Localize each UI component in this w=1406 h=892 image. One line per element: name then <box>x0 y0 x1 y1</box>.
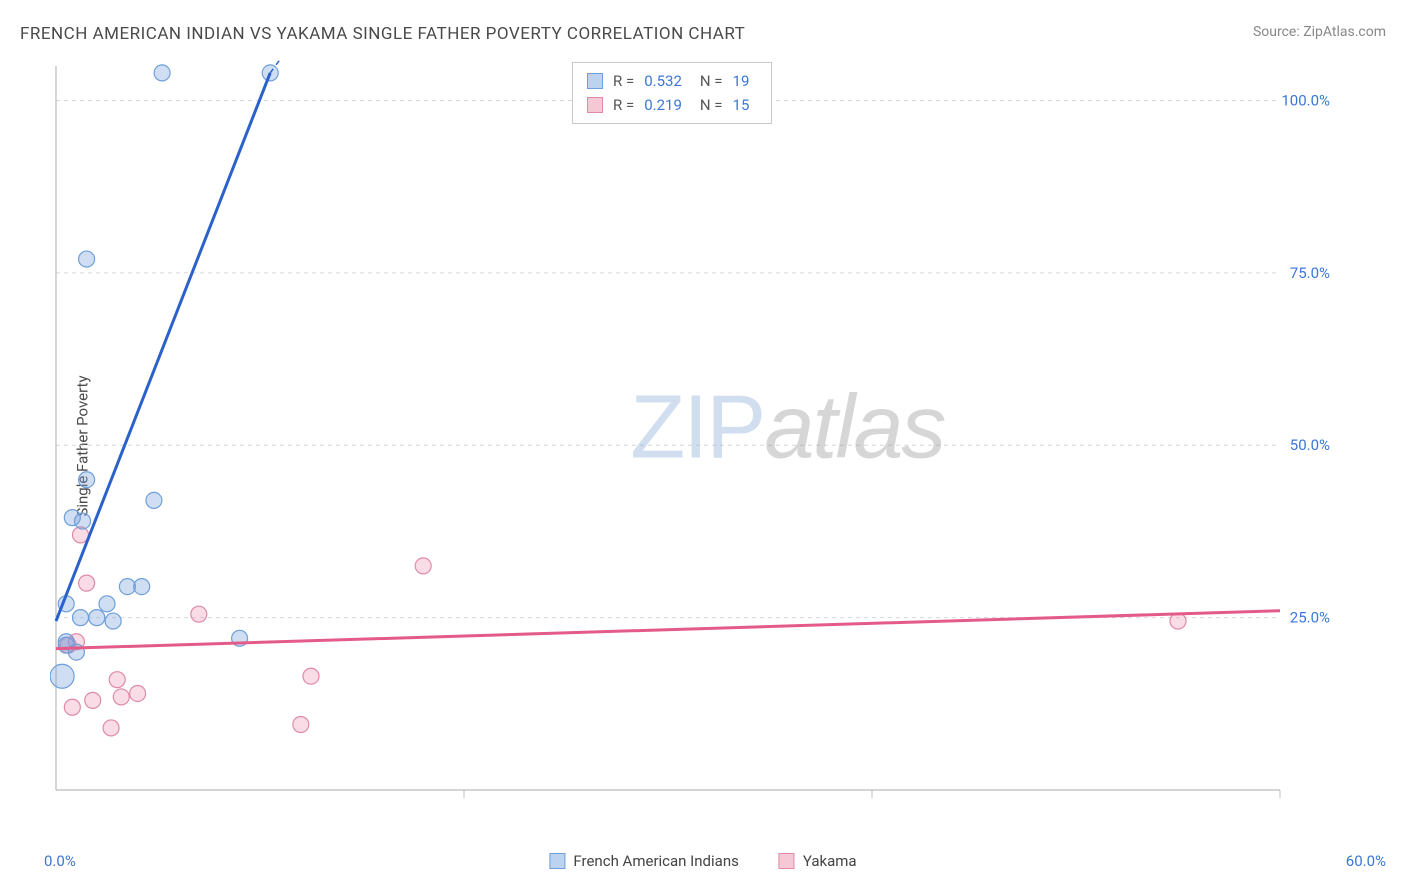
legend-label-series2: Yakama <box>803 852 857 870</box>
legend-label-series1: French American Indians <box>573 852 738 870</box>
n-value: 15 <box>733 96 750 114</box>
svg-text:100.0%: 100.0% <box>1281 91 1330 109</box>
plot-area: 25.0% 50.0% 75.0% 100.0% <box>50 60 1340 820</box>
stats-legend: R = 0.532 N = 19 R = 0.219 N = 15 <box>572 62 772 124</box>
swatch-series1 <box>587 73 603 89</box>
stats-row-2: R = 0.219 N = 15 <box>587 93 757 117</box>
source-label: Source: ZipAtlas.com <box>1253 24 1386 40</box>
svg-text:25.0%: 25.0% <box>1290 609 1330 627</box>
legend-item-series1: French American Indians <box>549 852 738 870</box>
r-label: R = <box>613 72 634 90</box>
r-value: 0.219 <box>644 96 682 114</box>
x-origin-label: 0.0% <box>44 852 76 870</box>
n-value: 19 <box>733 72 750 90</box>
r-label: R = <box>613 96 634 114</box>
svg-text:50.0%: 50.0% <box>1290 436 1330 454</box>
chart-title: FRENCH AMERICAN INDIAN VS YAKAMA SINGLE … <box>20 24 745 44</box>
scatter-plot-svg: 25.0% 50.0% 75.0% 100.0% <box>50 60 1340 820</box>
swatch-series1-icon <box>549 853 565 869</box>
bottom-legend: French American Indians Yakama <box>549 852 856 870</box>
stats-row-1: R = 0.532 N = 19 <box>587 69 757 93</box>
swatch-series2 <box>587 97 603 113</box>
r-value: 0.532 <box>644 72 682 90</box>
n-label: N = <box>700 96 723 114</box>
n-label: N = <box>700 72 723 90</box>
swatch-series2-icon <box>779 853 795 869</box>
legend-item-series2: Yakama <box>779 852 857 870</box>
chart-container: FRENCH AMERICAN INDIAN VS YAKAMA SINGLE … <box>0 0 1406 892</box>
svg-text:75.0%: 75.0% <box>1290 264 1330 282</box>
x-end-label: 60.0% <box>1346 852 1386 870</box>
